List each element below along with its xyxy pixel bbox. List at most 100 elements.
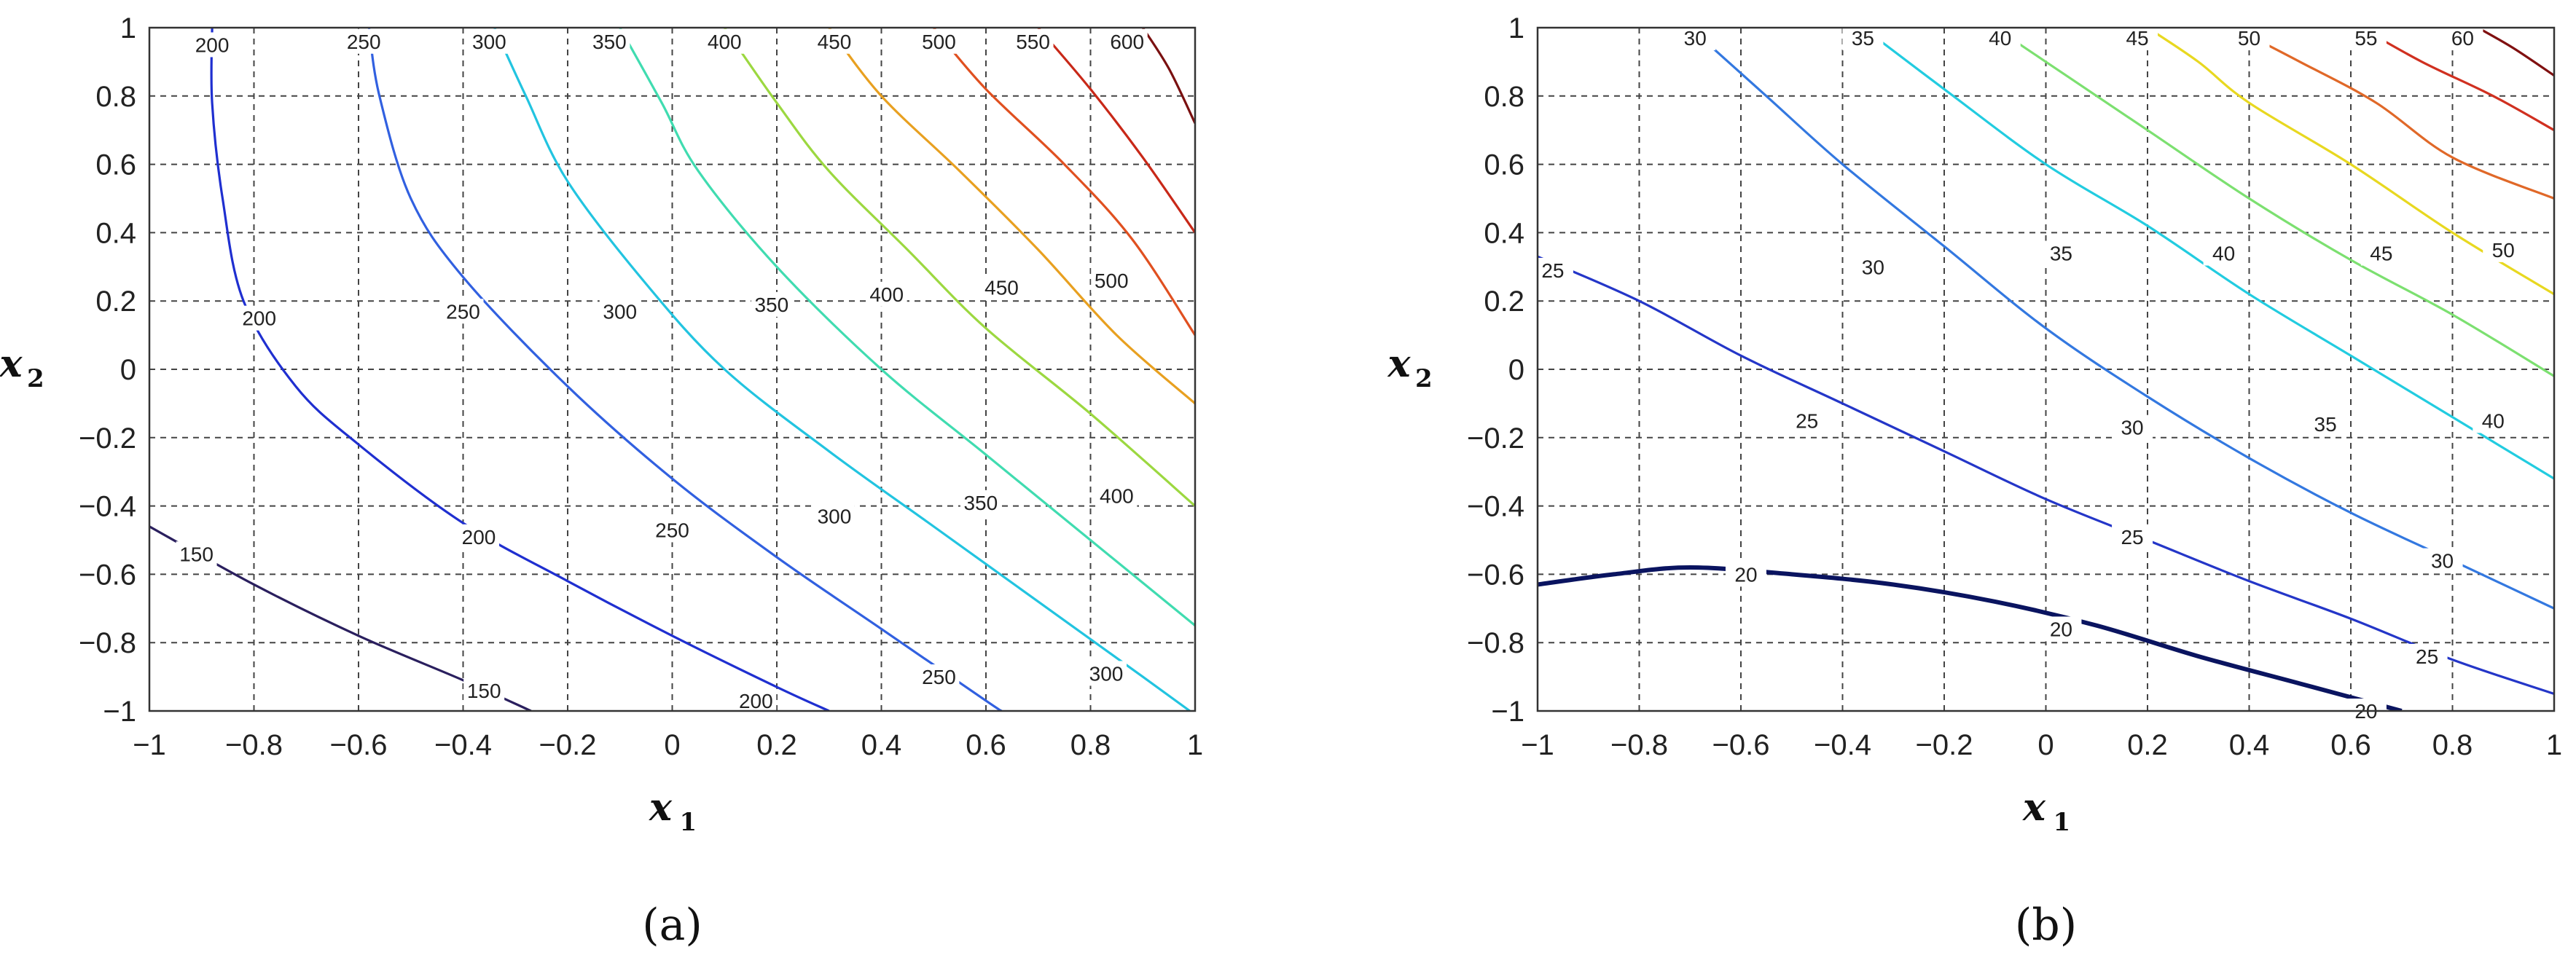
contour-label: 600 xyxy=(1110,31,1144,53)
contour-label-background xyxy=(2473,408,2514,433)
x-tick-label: 1 xyxy=(1187,729,1203,761)
contour-line-25 xyxy=(1538,255,2554,696)
contour-label: 350 xyxy=(963,492,998,514)
x-axis-label-subscript: 1 xyxy=(680,808,697,837)
contour-label-background xyxy=(813,503,855,529)
contour-line-400 xyxy=(723,28,1195,507)
contour-label: 400 xyxy=(1100,485,1134,508)
x-tick-label: −1 xyxy=(133,729,166,761)
y-tick-label: −0.6 xyxy=(1467,559,1524,591)
y-tick-label: 0.4 xyxy=(95,217,136,249)
contour-line-60 xyxy=(2477,28,2554,76)
y-tick-label: −0.2 xyxy=(79,422,136,455)
x-tick-label: 0.4 xyxy=(861,729,902,761)
contour-label-background xyxy=(981,275,1022,300)
contour-label: 20 xyxy=(1734,563,1757,586)
contour-label-background xyxy=(1675,25,1716,51)
contour-line-350 xyxy=(619,28,1195,626)
y-tick-label: 0.4 xyxy=(1484,217,1524,249)
contour-label-background xyxy=(176,541,217,567)
contour-label: 300 xyxy=(603,300,637,323)
contour-label-background xyxy=(751,291,792,317)
contour-label-background xyxy=(735,688,777,713)
y-tick-label: −0.6 xyxy=(79,559,136,591)
contour-label: 400 xyxy=(869,283,904,306)
contour-label-background xyxy=(343,28,385,54)
contour-label: 150 xyxy=(179,543,214,565)
contour-label: 25 xyxy=(2416,645,2438,668)
contour-label: 25 xyxy=(1541,259,1564,282)
contour-label: 250 xyxy=(922,666,956,688)
y-tick-label: −0.4 xyxy=(79,491,136,523)
contour-label-background xyxy=(192,32,233,58)
panel-a-contour-plot: 1501502002002002002502502502503003003003… xyxy=(0,12,1203,951)
contour-label: 200 xyxy=(195,34,230,56)
contour-label-background xyxy=(469,28,510,54)
contour-line-200 xyxy=(210,28,830,711)
contour-label: 200 xyxy=(242,307,276,330)
contour-label: 55 xyxy=(2354,27,2377,50)
contour-label: 25 xyxy=(2121,526,2143,549)
contour-label-background xyxy=(2117,25,2158,51)
y-tick-label: −1 xyxy=(1491,696,1524,728)
y-tick-label: 0.6 xyxy=(95,149,136,181)
contour-label: 45 xyxy=(2370,243,2392,265)
contour-label-background xyxy=(1086,661,1127,686)
x-tick-label: −0.6 xyxy=(1712,729,1770,761)
contour-label: 200 xyxy=(739,690,773,712)
y-tick-label: 0 xyxy=(1508,354,1524,386)
x-tick-label: 0 xyxy=(664,729,680,761)
contour-label: 350 xyxy=(754,294,788,316)
y-tick-label: −0.4 xyxy=(1467,491,1524,523)
x-tick-label: 0.8 xyxy=(1070,729,1111,761)
contour-line-250 xyxy=(367,28,1003,711)
y-tick-label: 0 xyxy=(120,354,136,386)
contour-label-background xyxy=(2112,414,2153,440)
contour-label-background xyxy=(238,305,280,331)
contour-label: 300 xyxy=(472,31,506,53)
contour-label: 250 xyxy=(655,519,689,541)
panel-label: (b) xyxy=(2015,900,2077,951)
x-tick-label: 1 xyxy=(2546,729,2562,761)
contour-label: 300 xyxy=(818,506,852,528)
contour-line-40 xyxy=(1994,28,2554,377)
contour-label-background xyxy=(463,677,505,703)
contour-label-background xyxy=(2305,412,2346,437)
contour-label: 550 xyxy=(1016,31,1050,53)
contour-label-background xyxy=(599,299,641,324)
contour-label: 40 xyxy=(1989,27,2011,50)
x-tick-label: 0.2 xyxy=(2127,729,2168,761)
contour-line-450 xyxy=(828,28,1195,405)
contour-label: 350 xyxy=(592,31,627,53)
contour-label-background xyxy=(1842,25,1884,51)
y-tick-label: 0.2 xyxy=(95,286,136,318)
contour-label: 50 xyxy=(2238,27,2260,50)
contour-label-background xyxy=(442,299,484,324)
y-tick-label: 0.6 xyxy=(1484,149,1524,181)
contour-line-55 xyxy=(2360,28,2554,132)
x-tick-label: 0 xyxy=(2037,729,2054,761)
contour-label: 150 xyxy=(467,680,501,702)
x-axis-label: x xyxy=(2022,785,2046,830)
contour-label-background xyxy=(2442,25,2483,51)
contour-label: 50 xyxy=(2492,239,2515,262)
x-tick-label: 0.2 xyxy=(756,729,797,761)
y-tick-label: −0.2 xyxy=(1467,422,1524,455)
contour-label-background xyxy=(2345,25,2387,51)
contour-label: 35 xyxy=(2050,243,2072,265)
contour-label: 450 xyxy=(818,31,852,53)
contour-label: 300 xyxy=(1089,662,1124,685)
contour-label-background xyxy=(2040,616,2082,642)
contour-label-background xyxy=(1096,483,1138,508)
x-tick-label: −1 xyxy=(1521,729,1554,761)
y-axis-label: x xyxy=(0,342,23,386)
contour-label: 500 xyxy=(922,31,956,53)
contour-label-background xyxy=(2112,524,2153,549)
contour-label-background xyxy=(918,28,960,54)
contour-label-background xyxy=(2040,240,2082,266)
contour-label: 500 xyxy=(1095,270,1129,292)
contour-label-background xyxy=(1725,562,1766,587)
x-tick-label: 0.6 xyxy=(966,729,1006,761)
contour-label: 250 xyxy=(446,300,480,323)
